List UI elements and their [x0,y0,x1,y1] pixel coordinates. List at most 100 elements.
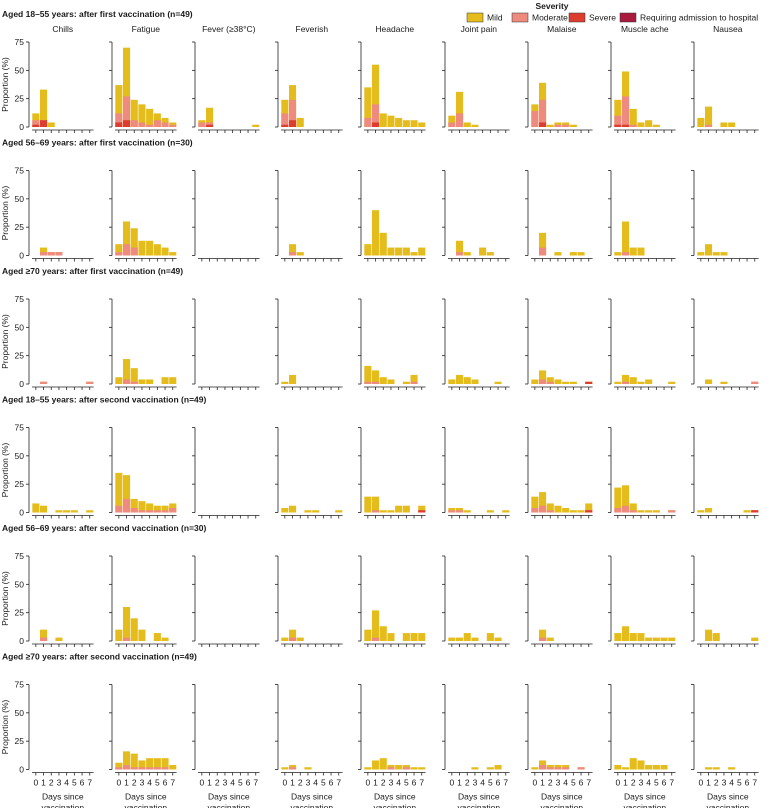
bar-mild [539,629,547,641]
bar-mild [585,503,593,513]
bar-moderate [372,381,380,384]
panel-fever-38-c [192,298,260,390]
x-tick-label: 5 [155,778,160,788]
x-axis-label-line2: vaccination [458,803,501,808]
bar-mild [169,764,177,770]
bar-mild [387,510,395,513]
panel-muscle-ache [608,555,676,647]
panel-muscle-ache [608,427,676,519]
bar-moderate [577,767,585,770]
row-title: Aged 18–55 years: after second vaccinati… [2,395,206,405]
y-tick-label: 0 [19,122,24,132]
bar-mild [751,637,759,641]
bar-mild [652,124,660,127]
x-tick-label: 5 [737,778,742,788]
panel-headache [358,298,426,390]
panel-joint-pain: Joint pain [442,24,510,133]
x-axis-label-line2: vaccination [624,803,667,808]
bar-mild [364,767,372,770]
x-tick-label: 6 [329,778,334,788]
x-tick-label: 2 [49,778,54,788]
bar-severe [622,124,630,127]
bar-mild [486,767,494,770]
bar-mild [55,510,63,513]
chart-row-5: Aged 56–69 years: after second vaccinati… [0,523,759,647]
chart-row-1: Aged 18–55 years: after first vaccinatio… [0,9,759,133]
bar-mild [668,637,676,641]
x-axis-label-line1: Days since [458,792,500,802]
x-tick-label: 0 [449,778,454,788]
bar-moderate [546,767,554,770]
x-tick-label: 6 [163,778,168,788]
x-tick-label: 0 [33,778,38,788]
bar-mild [130,368,138,384]
bar-mild [705,629,713,641]
bar-mild [138,629,146,641]
bar-mild [115,472,123,513]
x-tick-label: 7 [503,778,508,788]
panel-nausea [691,170,759,262]
y-tick-label: 50 [15,194,25,204]
panel-muscle-ache [608,170,676,262]
bar-moderate [622,252,630,256]
bar-mild [463,252,471,256]
bar-mild [456,91,464,127]
bar-mild [418,247,426,256]
bar-mild [614,99,622,127]
bar-mild [130,228,138,256]
bar-moderate [115,505,123,513]
y-tick-label: 25 [15,222,25,232]
bar-moderate [153,767,161,770]
bar-mild [379,113,387,127]
x-tick-label: 4 [64,778,69,788]
bar-mild [637,381,645,384]
panel-fatigue [109,298,177,390]
bar-mild [70,510,78,513]
panel-malaise [525,427,593,519]
panel-chills: 0 25 50 75 [15,294,94,390]
x-tick-label: 0 [365,778,370,788]
bar-mild [281,381,289,384]
bar-mild [418,767,426,770]
y-axis-label: Proportion (%) [0,314,10,369]
bar-mild [418,122,426,127]
bar-mild [622,767,630,770]
y-tick-label: 75 [15,37,25,47]
bar-mild [123,475,131,513]
symptom-header: Nausea [713,24,743,34]
bar-moderate [364,117,372,127]
row-title: Aged 18–55 years: after first vaccinatio… [2,9,193,19]
bar-mild [622,485,630,513]
bar-moderate [629,510,637,513]
bar-mild [463,122,471,127]
panel-malaise [525,298,593,390]
x-tick-label: 0 [199,778,204,788]
bar-moderate [161,510,169,513]
bar-mild [614,487,622,513]
bar-mild [645,510,653,513]
bar-mild [206,107,214,127]
bar-mild [463,510,471,513]
y-tick-label: 50 [15,579,25,589]
bar-mild [660,764,668,770]
y-tick-label: 25 [15,479,25,489]
bar-mild [614,252,622,256]
panel-nausea [691,555,759,647]
x-axis-label-line1: Days since [208,792,250,802]
x-tick-label: 0 [282,778,287,788]
bar-mild [387,379,395,384]
y-tick-label: 75 [15,294,25,304]
bar-moderate [622,96,630,127]
bar-mild [486,252,494,256]
bar-moderate [289,767,297,770]
bar-mild [637,122,645,127]
bar-mild [629,758,637,770]
bar-mild [372,64,380,127]
bar-mild [40,505,48,513]
bar-mild [372,760,380,770]
bar-moderate [146,510,154,513]
bar-moderate [40,381,48,384]
bar-mild [161,377,169,384]
